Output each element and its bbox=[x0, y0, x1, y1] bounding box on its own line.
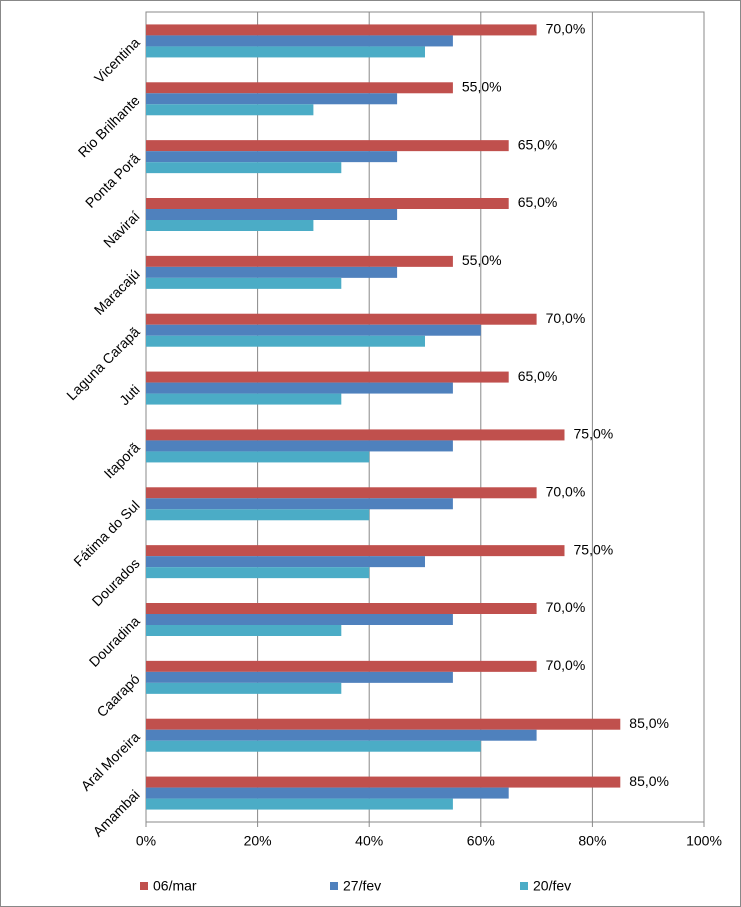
bar bbox=[146, 740, 481, 752]
bar bbox=[146, 104, 314, 116]
value-label: 65,0% bbox=[518, 194, 558, 210]
bar bbox=[146, 798, 453, 810]
bar bbox=[146, 382, 453, 394]
value-label: 85,0% bbox=[629, 715, 669, 731]
x-tick-label: 80% bbox=[578, 833, 606, 849]
bar bbox=[146, 682, 342, 694]
bar bbox=[146, 614, 453, 625]
x-tick-label: 0% bbox=[136, 833, 156, 849]
bar bbox=[146, 46, 425, 58]
bar bbox=[146, 776, 621, 788]
bar bbox=[146, 277, 342, 289]
bar bbox=[146, 371, 509, 383]
legend-marker bbox=[520, 882, 528, 890]
bar bbox=[146, 162, 342, 174]
bar bbox=[146, 151, 398, 163]
bar bbox=[146, 440, 453, 452]
bar bbox=[146, 718, 621, 730]
bar bbox=[146, 660, 537, 672]
bar bbox=[146, 567, 370, 579]
bar bbox=[146, 625, 342, 636]
bar bbox=[146, 266, 398, 278]
bar bbox=[146, 335, 425, 347]
bar bbox=[146, 671, 453, 683]
bar bbox=[146, 509, 370, 521]
x-tick-label: 60% bbox=[467, 833, 495, 849]
value-label: 70,0% bbox=[546, 657, 586, 673]
value-label: 75,0% bbox=[574, 541, 614, 557]
bar bbox=[146, 729, 537, 741]
value-label: 85,0% bbox=[629, 773, 669, 789]
bar bbox=[146, 556, 425, 568]
x-tick-label: 40% bbox=[355, 833, 383, 849]
bar bbox=[146, 255, 453, 267]
value-label: 70,0% bbox=[546, 310, 586, 326]
legend-label: 06/mar bbox=[153, 878, 197, 894]
value-label: 70,0% bbox=[546, 21, 586, 37]
value-label: 65,0% bbox=[518, 368, 558, 384]
bar bbox=[146, 24, 537, 36]
x-tick-label: 100% bbox=[686, 833, 722, 849]
bar bbox=[146, 545, 565, 557]
value-label: 55,0% bbox=[462, 78, 502, 94]
bar bbox=[146, 140, 509, 152]
bar bbox=[146, 451, 370, 463]
value-label: 65,0% bbox=[518, 136, 558, 152]
bar bbox=[146, 209, 398, 220]
bar bbox=[146, 324, 481, 336]
bar bbox=[146, 93, 398, 105]
value-label: 70,0% bbox=[546, 599, 586, 615]
bar bbox=[146, 198, 509, 209]
bar bbox=[146, 35, 453, 47]
bar bbox=[146, 487, 537, 499]
bar bbox=[146, 787, 509, 799]
bar bbox=[146, 429, 565, 441]
bar bbox=[146, 82, 453, 94]
value-label: 55,0% bbox=[462, 252, 502, 268]
legend-marker bbox=[330, 882, 338, 890]
bar bbox=[146, 220, 314, 231]
bar bbox=[146, 313, 537, 325]
bar bbox=[146, 498, 453, 510]
bar bbox=[146, 603, 537, 614]
bar bbox=[146, 393, 342, 405]
value-label: 75,0% bbox=[574, 426, 614, 442]
legend-marker bbox=[140, 882, 148, 890]
x-tick-label: 20% bbox=[244, 833, 272, 849]
value-label: 70,0% bbox=[546, 483, 586, 499]
legend-label: 20/fev bbox=[533, 878, 571, 894]
legend-label: 27/fev bbox=[343, 878, 381, 894]
